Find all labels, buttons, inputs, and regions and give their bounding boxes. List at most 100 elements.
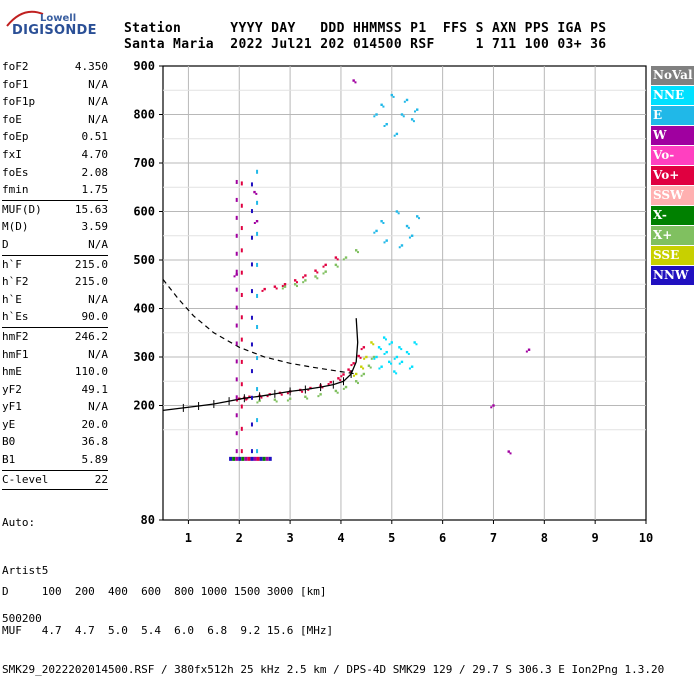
param-value: 22 bbox=[94, 472, 108, 486]
logo-digisonde: DIGISONDE bbox=[12, 23, 97, 38]
echo-point bbox=[388, 343, 391, 346]
echo-point bbox=[253, 190, 256, 194]
param-row-yf2: yF2 49.1 bbox=[2, 381, 108, 399]
echo-point bbox=[273, 285, 277, 288]
spread-echo-mark bbox=[235, 179, 238, 184]
param-value: 20.0 bbox=[81, 417, 109, 431]
echo-point bbox=[400, 113, 404, 116]
param-label: hmF2 bbox=[2, 329, 29, 343]
echo-point bbox=[392, 95, 395, 98]
low-echo-mark bbox=[265, 456, 269, 461]
param-value: 2.08 bbox=[81, 165, 109, 179]
spread-echo-mark bbox=[240, 315, 243, 320]
spread-echo-mark bbox=[235, 395, 238, 400]
echo-point bbox=[382, 222, 385, 224]
echo-point bbox=[324, 263, 327, 267]
spread-echo-mark bbox=[235, 251, 238, 256]
param-value: 3.59 bbox=[81, 220, 109, 234]
echo-point bbox=[357, 354, 360, 358]
param-row-he: h`E N/A bbox=[2, 291, 108, 309]
echo-point bbox=[390, 93, 393, 97]
echo-point bbox=[398, 246, 401, 249]
echo-point bbox=[398, 346, 401, 349]
param-value: N/A bbox=[88, 77, 108, 91]
echo-point bbox=[362, 346, 366, 349]
param-value: 0.51 bbox=[81, 130, 109, 144]
echo-point bbox=[405, 98, 409, 102]
echo-point bbox=[418, 217, 421, 220]
low-echo-mark bbox=[262, 456, 266, 461]
param-row-foes: foEs 2.08 bbox=[2, 164, 108, 182]
echo-point bbox=[382, 336, 386, 339]
spread-echo-mark bbox=[235, 449, 238, 454]
legend-item-x: X- bbox=[651, 206, 694, 225]
echo-point bbox=[260, 396, 263, 399]
echo-point bbox=[372, 343, 375, 346]
echo-point bbox=[283, 285, 287, 288]
echo-point bbox=[382, 105, 385, 108]
param-row-hf: h`F 215.0 bbox=[2, 256, 108, 274]
param-row-ye: yE 20.0 bbox=[2, 416, 108, 434]
echo-point bbox=[393, 370, 396, 373]
legend-item-noval: NoVal bbox=[651, 66, 694, 85]
x-tick-label: 5 bbox=[388, 531, 395, 545]
param-value: 4.350 bbox=[74, 60, 108, 73]
spread-echo-mark bbox=[250, 342, 253, 347]
spread-echo-mark bbox=[235, 269, 238, 274]
param-label: foF2 bbox=[2, 60, 29, 73]
echo-point bbox=[407, 226, 410, 229]
param-separator bbox=[2, 254, 108, 256]
spread-echo-mark bbox=[240, 426, 243, 431]
echo-point bbox=[390, 362, 393, 365]
param-row-hf2: h`F2 215.0 bbox=[2, 273, 108, 291]
echo-point bbox=[306, 397, 309, 400]
legend-item-nne: NNE bbox=[651, 86, 694, 105]
echo-point bbox=[246, 397, 249, 400]
echo-point bbox=[410, 234, 414, 237]
param-label: M(D) bbox=[2, 220, 29, 234]
param-row-fxi: fxI 4.70 bbox=[2, 146, 108, 164]
echo-point bbox=[367, 364, 371, 367]
echo-point bbox=[354, 81, 357, 84]
param-value: 15.63 bbox=[74, 202, 108, 216]
spread-echo-mark bbox=[250, 369, 253, 374]
echo-point bbox=[304, 279, 307, 282]
param-row-b1: B1 5.89 bbox=[2, 451, 108, 469]
echo-point bbox=[490, 406, 493, 409]
x-tick-label: 6 bbox=[439, 531, 446, 545]
echo-point bbox=[492, 404, 495, 407]
param-separator bbox=[2, 489, 108, 491]
y-tick-label: 500 bbox=[133, 253, 155, 267]
spread-echo-mark bbox=[250, 235, 253, 240]
echo-point bbox=[307, 388, 310, 391]
echo-point bbox=[385, 123, 388, 126]
spread-echo-mark bbox=[250, 262, 253, 267]
y-tick-label: 900 bbox=[133, 59, 155, 73]
param-label: foEs bbox=[2, 165, 29, 179]
echo-point bbox=[317, 395, 320, 398]
echo-point bbox=[383, 352, 386, 355]
param-label: foE bbox=[2, 112, 22, 126]
echo-point bbox=[527, 348, 531, 351]
echo-point bbox=[507, 450, 510, 453]
echo-point bbox=[263, 287, 266, 291]
echo-point bbox=[258, 399, 261, 402]
param-row-foep: foEp 0.51 bbox=[2, 128, 108, 146]
spread-echo-mark bbox=[235, 197, 238, 202]
spread-echo-mark bbox=[250, 422, 253, 427]
spread-echo-mark bbox=[235, 431, 238, 436]
echo-point bbox=[342, 387, 345, 390]
echo-point bbox=[379, 348, 382, 351]
x-tick-label: 1 bbox=[185, 531, 192, 545]
echo-point bbox=[397, 212, 400, 215]
echo-point bbox=[400, 348, 403, 351]
param-row-hes: h`Es 90.0 bbox=[2, 308, 108, 326]
echo-point bbox=[359, 356, 362, 359]
echo-point bbox=[316, 277, 319, 280]
echo-point bbox=[334, 263, 338, 267]
echo-point bbox=[395, 355, 399, 359]
low-echo-mark bbox=[247, 456, 251, 461]
echo-point bbox=[390, 341, 393, 344]
spread-echo-mark bbox=[250, 449, 253, 454]
echo-point bbox=[319, 393, 322, 396]
